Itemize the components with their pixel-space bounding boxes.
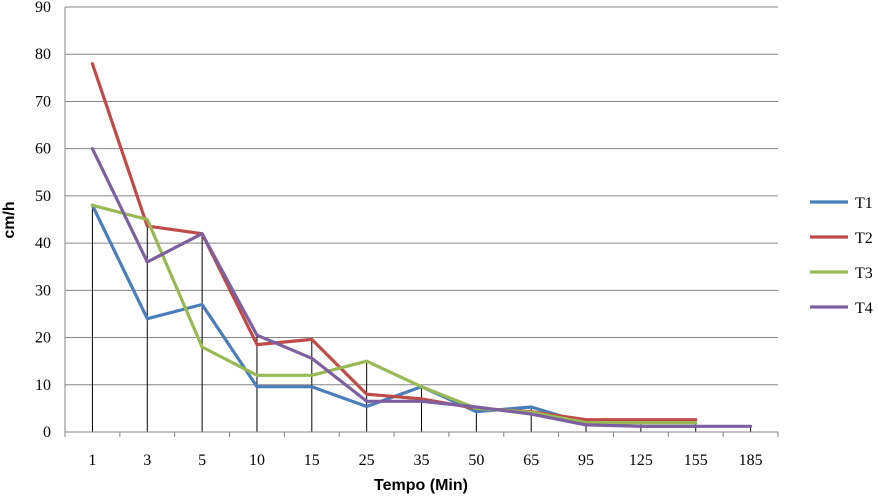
x-tick-label: 35 <box>414 452 430 469</box>
series-lines <box>90 62 753 428</box>
x-tick-label: 1 <box>88 452 96 469</box>
axes <box>64 7 779 437</box>
y-tick-label: 30 <box>35 282 51 299</box>
x-tick-label: 5 <box>198 452 206 469</box>
x-tick-label: 155 <box>684 452 708 469</box>
series-line-t2 <box>90 62 698 422</box>
y-tick-label: 0 <box>43 424 51 441</box>
legend-label-t3: T3 <box>855 265 873 282</box>
y-tick-labels: 0 10 20 30 40 50 60 70 80 90 <box>35 0 51 441</box>
y-tick-label: 50 <box>35 188 51 205</box>
series-line-t3 <box>90 203 698 425</box>
y-tick-label: 80 <box>35 46 51 63</box>
legend-label-t2: T2 <box>855 230 873 247</box>
x-tick-label: 25 <box>359 452 375 469</box>
legend-label-t4: T4 <box>855 300 873 317</box>
legend-label-t1: T1 <box>855 195 873 212</box>
y-tick-label: 10 <box>35 377 51 394</box>
y-tick-label: 60 <box>35 141 51 158</box>
series-line-t1 <box>90 203 698 428</box>
x-tick-label: 10 <box>249 452 265 469</box>
legend: T1 T2 T3 T4 <box>810 195 873 317</box>
y-tick-label: 90 <box>35 0 51 16</box>
x-tick-label: 65 <box>523 452 539 469</box>
x-tick-label: 95 <box>578 452 594 469</box>
x-tick-label: 125 <box>629 452 653 469</box>
y-tick-label: 20 <box>35 330 51 347</box>
x-tick-label: 185 <box>739 452 763 469</box>
y-tick-label: 70 <box>35 93 51 110</box>
x-tick-label: 3 <box>143 452 151 469</box>
y-tick-label: 40 <box>35 235 51 252</box>
x-axis-title: Tempo (Min) <box>374 477 468 494</box>
x-tick-label: 15 <box>304 452 320 469</box>
gridlines <box>65 6 778 386</box>
y-axis-title: cm/h <box>1 201 18 238</box>
series-line-t4 <box>90 147 753 428</box>
x-tick-label: 50 <box>468 452 484 469</box>
x-tick-labels: 1 3 5 10 15 25 35 50 65 95 125 155 185 <box>88 452 762 469</box>
